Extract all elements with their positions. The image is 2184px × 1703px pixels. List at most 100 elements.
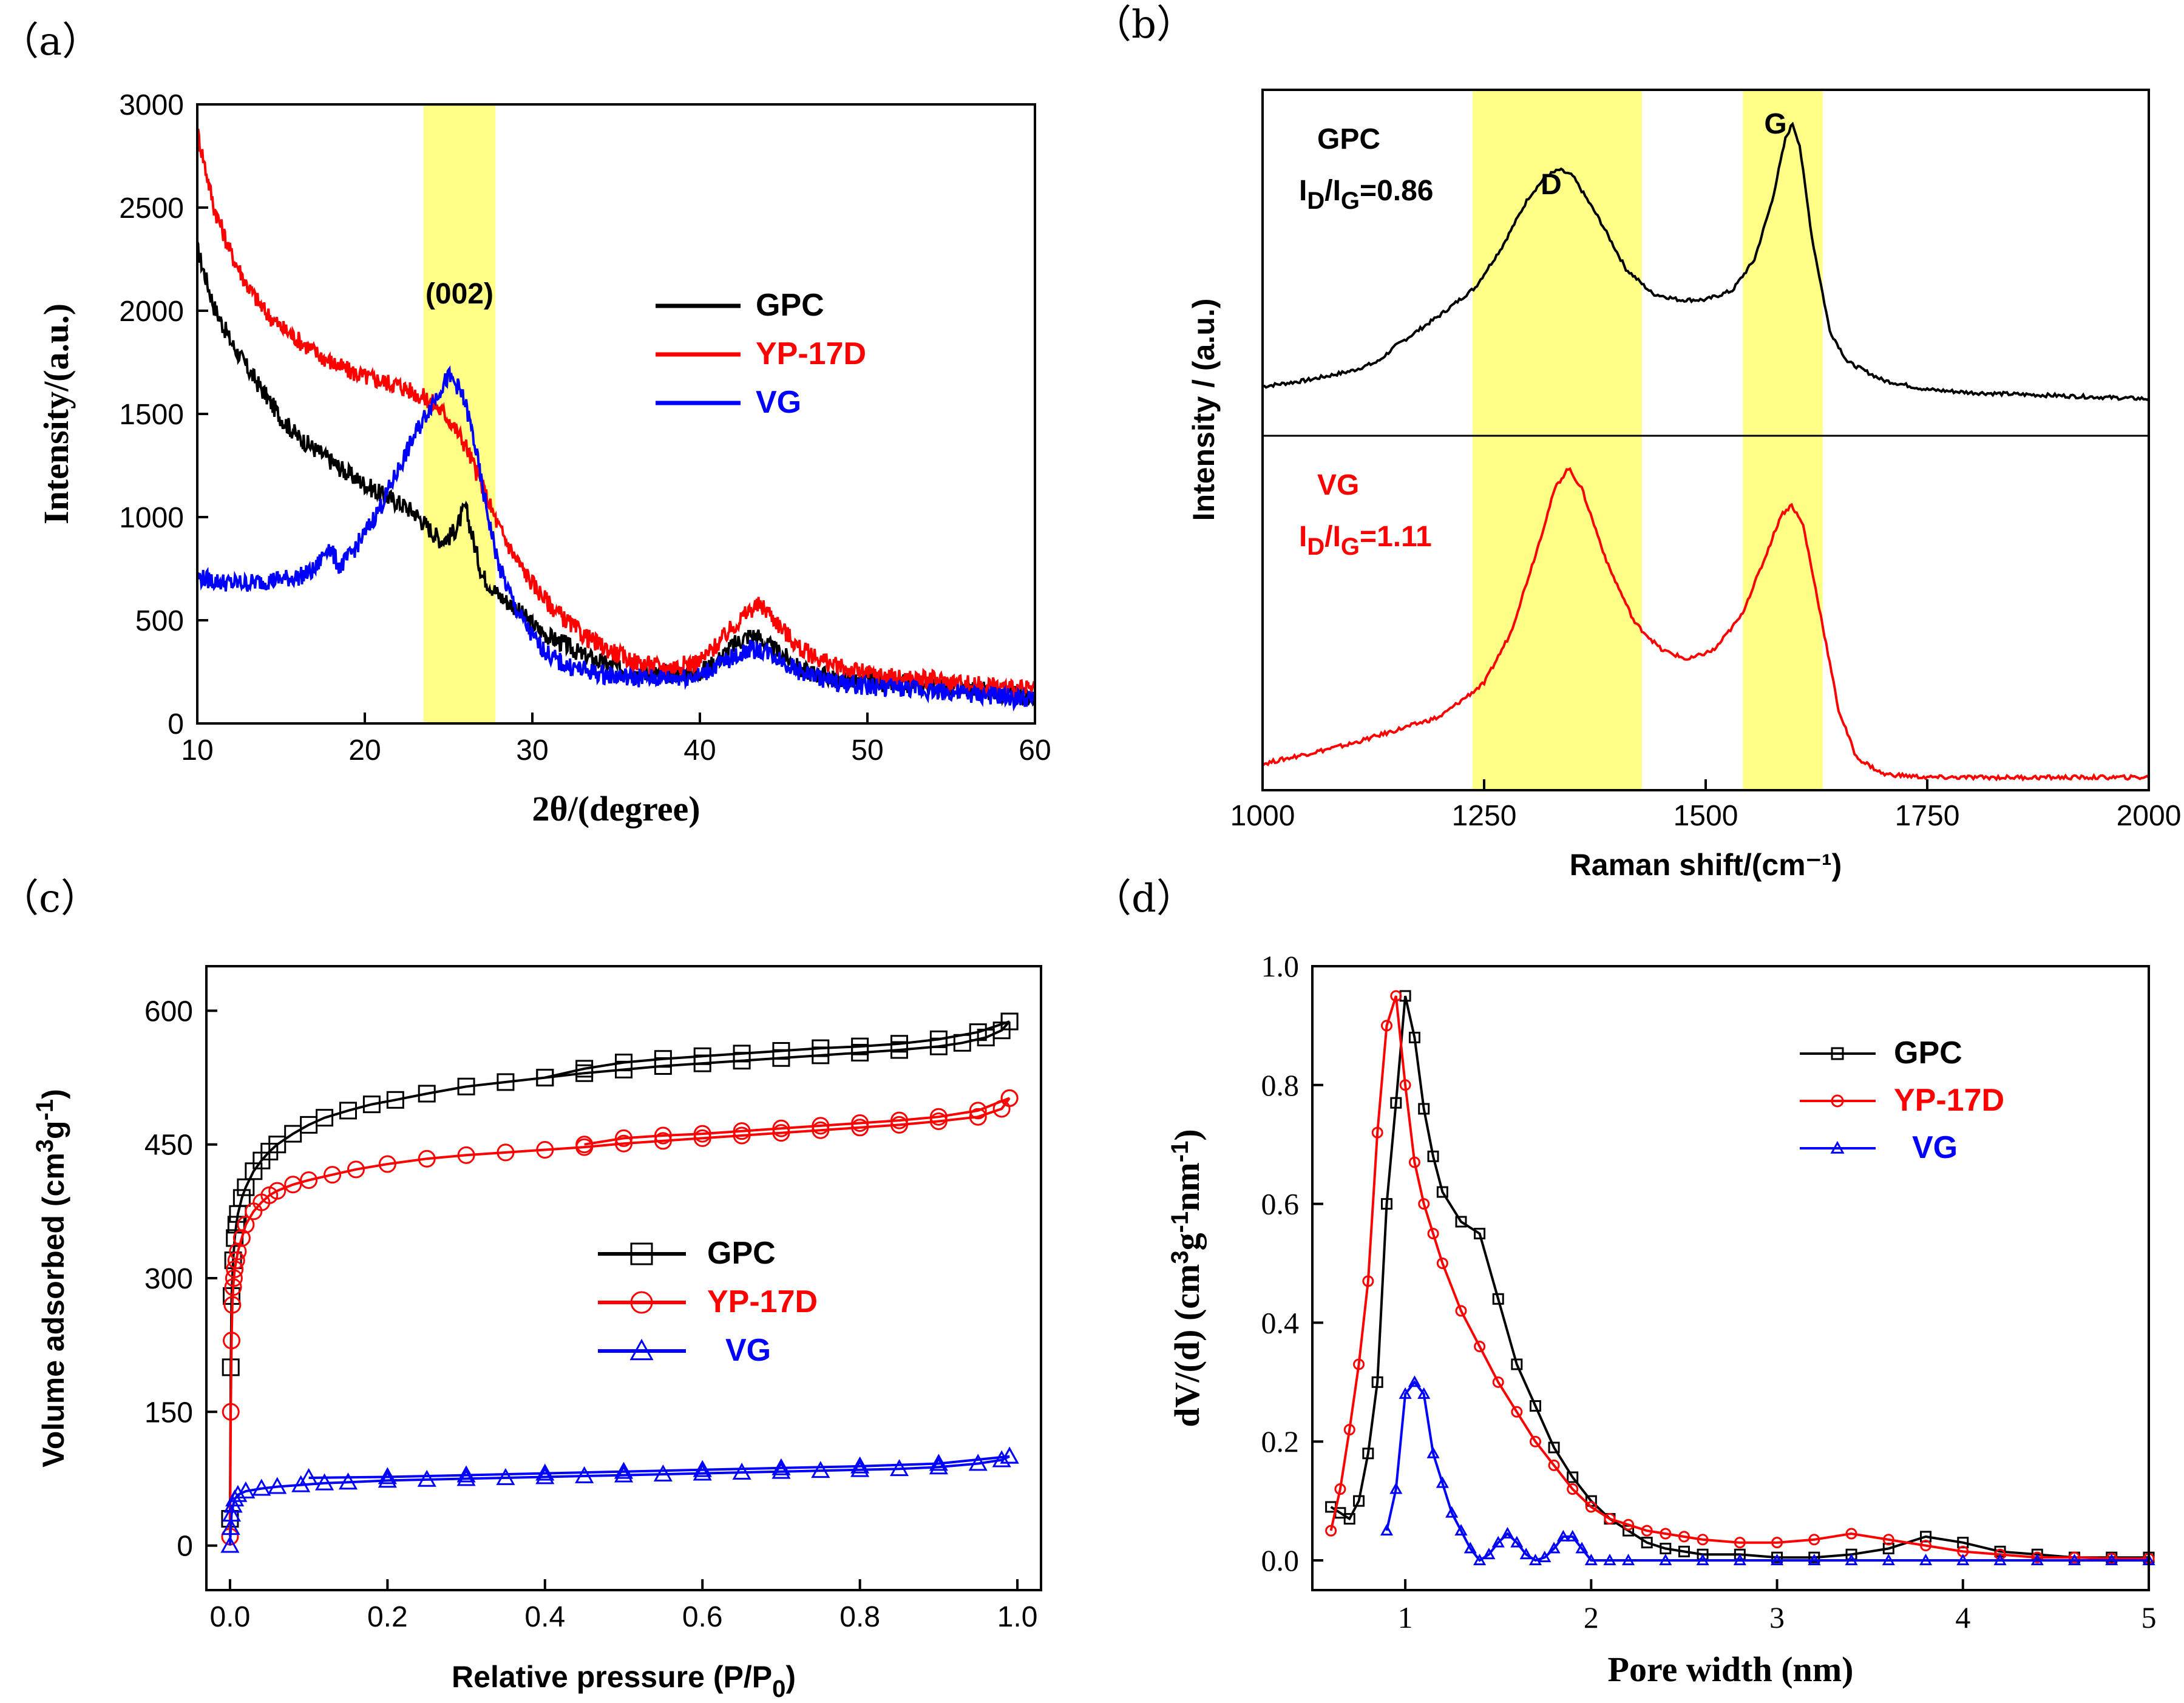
- data-point: [1660, 1528, 1672, 1540]
- data-point: [418, 1149, 436, 1168]
- data-point: [575, 1466, 594, 1483]
- data-point: [929, 1108, 948, 1126]
- data-point: [1417, 1387, 1431, 1399]
- series-line: [1329, 995, 2149, 1560]
- y-tick-label: 600: [144, 995, 193, 1028]
- data-point: [1511, 1406, 1523, 1418]
- series-line-vg: [196, 365, 1036, 712]
- data-point: [1399, 1387, 1412, 1399]
- annotation-ratio: ID/IG=0.86: [1299, 175, 1433, 214]
- data-point: [1408, 1031, 1420, 1043]
- plot-frame: [1311, 965, 2150, 1591]
- data-point: [772, 1119, 790, 1137]
- data-point: [536, 1141, 554, 1159]
- data-point: [850, 1460, 870, 1477]
- x-tick-label: 0.0: [210, 1601, 251, 1633]
- data-point: [229, 1242, 247, 1261]
- data-point: [223, 1332, 241, 1350]
- data-point: [890, 1035, 909, 1053]
- x-axis-title: Pore width (nm): [1608, 1650, 1854, 1689]
- data-point: [1000, 1089, 1019, 1107]
- data-point: [1334, 1483, 1346, 1495]
- data-point: [1445, 1506, 1459, 1518]
- data-point: [339, 1102, 357, 1120]
- y-tick-label: 1000: [119, 502, 184, 534]
- data-point: [1659, 1553, 1672, 1565]
- desorption-line: [308, 1455, 1010, 1479]
- series-gpc: [1325, 990, 2155, 1563]
- data-point: [1548, 1441, 1560, 1454]
- data-point: [1418, 1198, 1430, 1210]
- data-point: [2030, 1553, 2044, 1565]
- data-point: [929, 1112, 948, 1131]
- data-point: [1343, 1424, 1355, 1436]
- data-point: [1734, 1537, 1746, 1549]
- legend-label: YP-17D: [707, 1284, 818, 1319]
- data-point: [1426, 1446, 1440, 1458]
- y-tick-label: 2000: [119, 296, 184, 328]
- x-tick-label: 30: [516, 734, 548, 767]
- data-point: [362, 1095, 381, 1114]
- data-point: [1882, 1553, 1895, 1565]
- legend-label: VG: [1912, 1130, 1958, 1165]
- data-point: [2067, 1553, 2081, 1565]
- data-point: [1474, 1228, 1486, 1240]
- data-point: [1585, 1501, 1597, 1513]
- data-point: [221, 1518, 240, 1535]
- highlight-band-g: [1743, 90, 1823, 790]
- highlight-002: [423, 104, 496, 723]
- data-point: [1408, 1375, 1421, 1387]
- series-line: [1330, 995, 2149, 1559]
- data-point: [1436, 1186, 1448, 1198]
- highlight-label: (002): [426, 278, 493, 310]
- data-point: [1956, 1553, 1970, 1565]
- data-point: [252, 1478, 271, 1496]
- data-point: [968, 1454, 988, 1471]
- data-point: [222, 1403, 240, 1421]
- data-point: [1567, 1471, 1579, 1483]
- chart-a: 10 20 30 40 50 60 0 500 1000 1500 2000 2500 3000 2θ/(…: [36, 89, 1051, 828]
- legend-marker: [630, 1242, 653, 1265]
- data-point: [1510, 1535, 1524, 1548]
- data-point: [812, 1039, 830, 1057]
- adsorption-line: [228, 1020, 1011, 1519]
- data-point: [1343, 1513, 1355, 1525]
- data-point: [1390, 990, 1402, 1002]
- data-point: [1362, 1447, 1374, 1460]
- data-point: [1455, 1305, 1467, 1317]
- data-point: [268, 1136, 287, 1154]
- data-point: [1463, 1542, 1477, 1554]
- data-point: [1603, 1553, 1616, 1565]
- legend-label: YP-17D: [756, 336, 866, 371]
- data-point: [1678, 1545, 1690, 1557]
- data-point: [1604, 1513, 1616, 1525]
- panel-label-c: （c）: [0, 876, 100, 921]
- data-point: [220, 1535, 240, 1553]
- data-point: [222, 1505, 242, 1522]
- data-point: [851, 1037, 869, 1055]
- x-axis-title: Raman shift/(cm⁻¹): [1570, 848, 1842, 882]
- data-point: [226, 1260, 244, 1278]
- data-point: [1538, 1551, 1552, 1563]
- y-axis-title: dV/(d) (cm3g-1nm-1): [1167, 1129, 1207, 1427]
- x-tick-label: 50: [851, 734, 883, 767]
- data-point: [1528, 1553, 1542, 1565]
- data-point: [615, 1129, 632, 1147]
- legend-label: VG: [756, 385, 801, 420]
- data-point: [693, 1047, 711, 1065]
- data-point: [1482, 1548, 1496, 1560]
- data-point: [1427, 1150, 1439, 1162]
- series-line-yp-17d: [196, 129, 1036, 702]
- x-tick-label: 3: [1769, 1600, 1785, 1634]
- data-point: [1492, 1376, 1504, 1388]
- data-point: [268, 1477, 287, 1494]
- panel-label-b: （b）: [1093, 2, 1195, 47]
- x-tick-label: 1.0: [997, 1601, 1038, 1633]
- data-point: [1427, 1228, 1439, 1240]
- legend-label: GPC: [707, 1236, 776, 1271]
- data-point: [1491, 1535, 1505, 1548]
- data-point: [456, 1469, 476, 1486]
- data-point: [929, 1030, 948, 1048]
